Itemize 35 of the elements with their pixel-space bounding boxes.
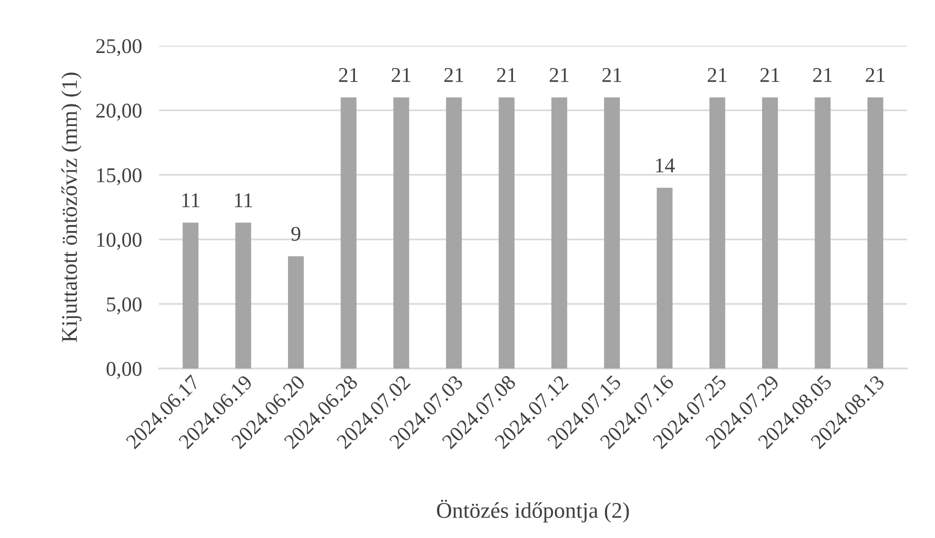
bar [762, 97, 778, 369]
bar [867, 97, 884, 369]
bar [288, 256, 304, 369]
x-axis-title: Öntözés időpontja (2) [436, 500, 629, 522]
bar [498, 97, 515, 369]
y-tick-label: 15,00 [97, 168, 142, 186]
bar [604, 97, 620, 369]
y-tick-label: 5,00 [107, 297, 142, 314]
data-label: 21 [497, 68, 516, 82]
y-tick-label: 25,00 [96, 39, 142, 56]
data-label: 21 [444, 68, 464, 82]
y-axis-title: Kijuttatott öntözővíz (mm) (1) [61, 72, 82, 342]
bar [340, 97, 356, 369]
bar [551, 97, 568, 369]
bar [393, 97, 410, 369]
data-label: 21 [392, 68, 410, 82]
bar [446, 97, 462, 369]
bar [182, 222, 198, 369]
data-label: 11 [182, 193, 200, 208]
data-label: 21 [602, 68, 622, 82]
y-tick-label: 20,00 [96, 104, 142, 121]
bar [709, 97, 726, 369]
data-label: 21 [813, 68, 832, 82]
data-label: 21 [708, 68, 726, 82]
data-label: 21 [760, 68, 780, 82]
bar [235, 222, 252, 369]
data-label: 21 [550, 68, 568, 82]
data-label: 11 [235, 193, 252, 208]
bar [656, 188, 673, 369]
bar [814, 97, 831, 369]
data-label: 21 [339, 68, 358, 82]
data-label: 21 [866, 68, 885, 82]
y-tick-label: 10,00 [97, 232, 142, 250]
data-label: 14 [656, 158, 675, 172]
data-label: 9 [291, 226, 300, 241]
